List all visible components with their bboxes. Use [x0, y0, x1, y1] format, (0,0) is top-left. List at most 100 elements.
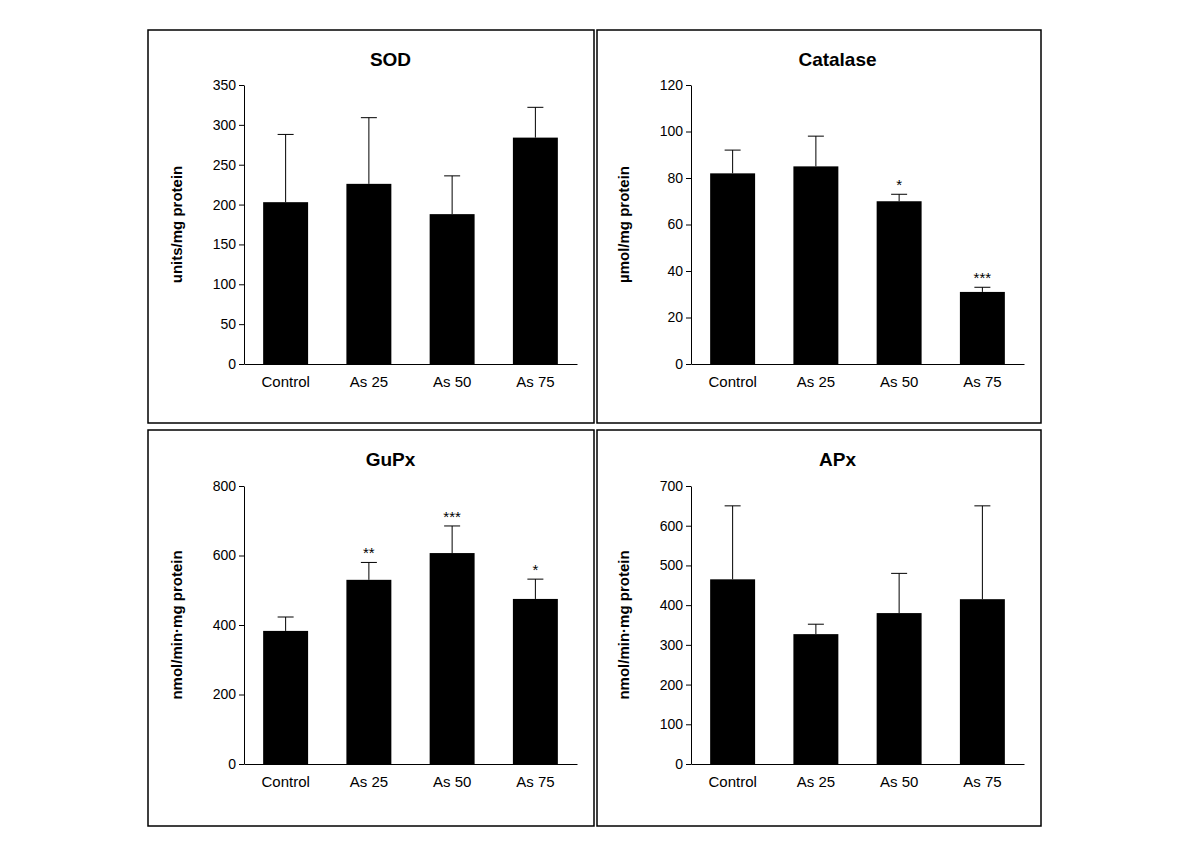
bar	[710, 173, 755, 364]
x-axis-line	[692, 364, 1025, 365]
error-bar	[278, 617, 294, 631]
y-tick-label: 0	[675, 756, 683, 772]
x-tick-label: As 25	[350, 773, 388, 790]
x-tick-label: Control	[708, 373, 756, 390]
y-tick: 0	[228, 356, 244, 372]
y-tick: 200	[660, 677, 691, 693]
y-tick: 150	[213, 236, 244, 252]
y-tick-label: 100	[660, 123, 684, 139]
y-tick-label: 500	[660, 557, 684, 573]
y-tick-mark	[686, 364, 691, 365]
x-axis: ControlAs 25As 50As 75	[692, 764, 1025, 790]
y-tick: 700	[660, 478, 691, 494]
y-tick-label: 200	[213, 686, 237, 702]
panel-border	[597, 430, 1041, 826]
y-tick: 40	[667, 263, 691, 279]
x-tick: As 75	[516, 764, 554, 790]
error-bar-cap	[278, 134, 294, 135]
error-bar-stem	[732, 150, 733, 173]
y-axis-line	[244, 487, 245, 765]
x-tick-label: As 75	[516, 773, 554, 790]
x-tick: As 25	[797, 364, 835, 390]
x-axis: ControlAs 25As 50As 75	[692, 364, 1025, 390]
y-axis: 0200400600800	[213, 478, 245, 772]
error-bar-stem	[285, 617, 286, 631]
y-tick: 0	[228, 756, 244, 772]
error-bar	[808, 624, 824, 634]
significance-label: **	[363, 544, 375, 561]
bar	[960, 292, 1005, 364]
y-tick: 100	[660, 123, 691, 139]
x-tick: As 50	[433, 764, 471, 790]
x-tick: Control	[261, 364, 309, 390]
x-tick: As 75	[516, 364, 554, 390]
y-tick-mark	[239, 556, 244, 557]
y-tick-label: 300	[213, 117, 237, 133]
y-tick-label: 20	[667, 309, 683, 325]
panel: SODunits/mg protein050100150200250300350…	[148, 30, 594, 423]
y-tick-mark	[239, 695, 244, 696]
x-tick-label: As 50	[880, 773, 918, 790]
y-tick-mark	[239, 205, 244, 206]
bar	[346, 184, 391, 364]
y-tick-label: 400	[660, 597, 684, 613]
x-tick: As 50	[880, 364, 918, 390]
error-bar-stem	[899, 194, 900, 201]
x-axis: ControlAs 25As 50As 75	[245, 364, 578, 390]
error-bar	[278, 134, 294, 202]
y-tick-label: 400	[213, 617, 237, 633]
error-bar	[808, 136, 824, 166]
y-tick-label: 0	[675, 356, 683, 372]
y-axis-title: nmol/min·mg protein	[168, 550, 185, 699]
y-tick-mark	[686, 271, 691, 272]
y-tick: 600	[660, 518, 691, 534]
error-bar-cap	[361, 562, 377, 563]
bar	[263, 631, 308, 764]
y-axis-title: units/mg protein	[168, 166, 185, 284]
y-tick: 50	[220, 316, 244, 332]
x-axis-line	[245, 364, 578, 365]
error-bar-stem	[452, 526, 453, 553]
bar	[960, 599, 1005, 764]
y-tick-mark	[239, 125, 244, 126]
y-tick-label: 600	[660, 518, 684, 534]
y-tick-label: 100	[213, 276, 237, 292]
bar	[877, 613, 922, 764]
x-tick-label: As 25	[797, 773, 835, 790]
chart-title: Catalase	[798, 49, 876, 70]
bar	[263, 202, 308, 364]
x-tick-label: As 25	[797, 373, 835, 390]
y-tick: 100	[660, 716, 691, 732]
error-bar	[725, 150, 741, 173]
y-tick: 350	[213, 77, 244, 93]
y-tick-label: 700	[660, 478, 684, 494]
error-bar	[974, 506, 990, 599]
y-tick-label: 0	[228, 356, 236, 372]
error-bar-stem	[899, 573, 900, 613]
y-tick-label: 50	[220, 316, 236, 332]
bars	[263, 107, 558, 364]
y-tick-mark	[686, 565, 691, 566]
bar	[346, 580, 391, 764]
y-tick-mark	[686, 178, 691, 179]
error-bar-cap	[278, 617, 294, 618]
y-tick-label: 200	[213, 197, 237, 213]
error-bar-stem	[732, 506, 733, 579]
y-tick: 0	[675, 756, 691, 772]
y-axis-title: nmol/min·mg protein	[615, 550, 632, 699]
y-tick-mark	[686, 85, 691, 86]
x-tick-label: As 75	[963, 773, 1001, 790]
y-tick: 80	[667, 170, 691, 186]
bar	[793, 634, 838, 764]
x-tick-label: Control	[261, 773, 309, 790]
y-tick: 200	[213, 197, 244, 213]
y-tick-label: 80	[667, 170, 683, 186]
y-tick-label: 100	[660, 716, 684, 732]
x-axis-line	[692, 764, 1025, 765]
error-bar-stem	[982, 506, 983, 599]
error-bar-cap	[527, 579, 543, 580]
y-tick-label: 800	[213, 478, 237, 494]
y-tick-mark	[686, 225, 691, 226]
y-tick: 120	[660, 77, 691, 93]
x-tick-label: As 50	[433, 373, 471, 390]
